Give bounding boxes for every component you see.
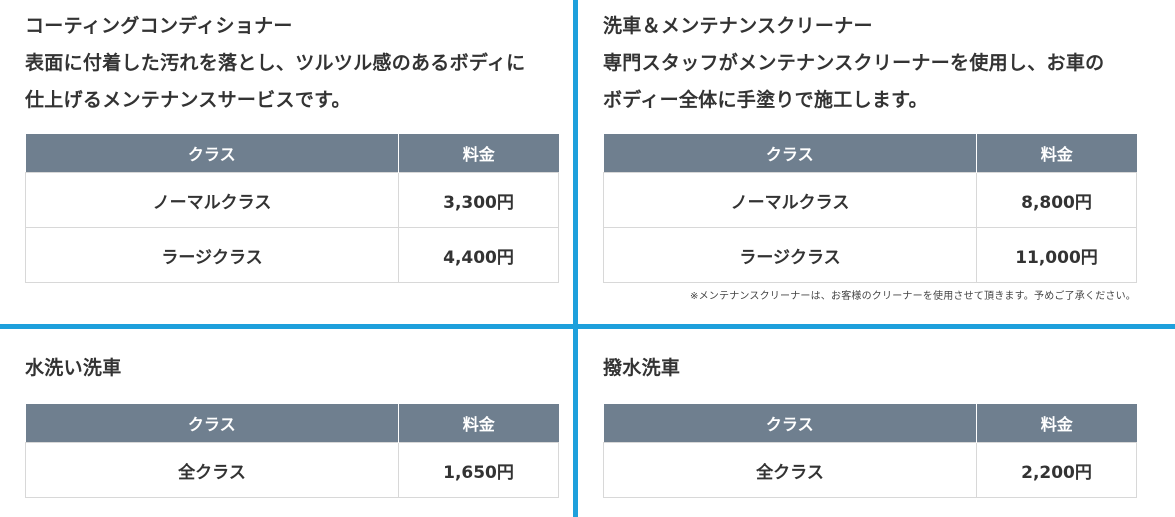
class-cell: ラージクラス bbox=[603, 227, 977, 283]
price-column-header: 料金 bbox=[398, 404, 559, 443]
price-table: クラス 料金 全クラス 2,200円 bbox=[603, 404, 1137, 498]
cleaner-note: ※メンテナンスクリーナーは、お客様のクリーナーを使用させて頂きます。予めご了承く… bbox=[690, 291, 1136, 302]
price-table: クラス 料金 ノーマルクラス 8,800円 ラージクラス 11,000円 bbox=[603, 134, 1137, 283]
price-cell: 8,800円 bbox=[976, 172, 1137, 228]
table-header-row: クラス 料金 bbox=[25, 134, 559, 173]
class-cell: ラージクラス bbox=[25, 227, 399, 283]
class-column-header: クラス bbox=[25, 134, 399, 173]
price-cell: 4,400円 bbox=[398, 227, 559, 283]
section-title: 撥水洗車 bbox=[603, 329, 1136, 387]
price-cell: 1,650円 bbox=[398, 442, 559, 498]
section-title: 水洗い洗車 bbox=[25, 329, 558, 387]
table-header-row: クラス 料金 bbox=[603, 404, 1137, 443]
section-description-line: 表面に付着した汚れを落とし、ツルツル感のあるボディに bbox=[25, 52, 526, 74]
price-cell: 3,300円 bbox=[398, 172, 559, 228]
section-title: コーティングコンディショナー 表面に付着した汚れを落とし、ツルツル感のあるボディ… bbox=[25, 0, 558, 119]
class-cell: ノーマルクラス bbox=[25, 172, 399, 228]
table-header-row: クラス 料金 bbox=[603, 134, 1137, 173]
water-repellent-wash-section: 撥水洗車 クラス 料金 全クラス 2,200円 bbox=[603, 329, 1137, 498]
price-cell: 2,200円 bbox=[976, 442, 1137, 498]
water-wash-section: 水洗い洗車 クラス 料金 全クラス 1,650円 bbox=[25, 329, 559, 498]
class-column-header: クラス bbox=[603, 404, 977, 443]
class-cell: 全クラス bbox=[25, 442, 399, 498]
price-column-header: 料金 bbox=[976, 404, 1137, 443]
price-table: クラス 料金 ノーマルクラス 3,300円 ラージクラス 4,400円 bbox=[25, 134, 559, 283]
section-description-line: 専門スタッフがメンテナンスクリーナーを使用し、お車の bbox=[603, 52, 1105, 74]
table-header-row: クラス 料金 bbox=[25, 404, 559, 443]
wash-maintenance-cleaner-section: 洗車＆メンテナンスクリーナー 専門スタッフがメンテナンスクリーナーを使用し、お車… bbox=[603, 0, 1137, 302]
table-row: ラージクラス 4,400円 bbox=[25, 227, 559, 283]
vertical-divider bbox=[573, 0, 578, 517]
table-row: ノーマルクラス 3,300円 bbox=[25, 172, 559, 228]
class-column-header: クラス bbox=[603, 134, 977, 173]
section-description-line: ボディー全体に手塗りで施工します。 bbox=[603, 89, 928, 111]
section-description-line: 仕上げるメンテナンスサービスです。 bbox=[25, 89, 351, 111]
class-column-header: クラス bbox=[25, 404, 399, 443]
coating-conditioner-section: コーティングコンディショナー 表面に付着した汚れを落とし、ツルツル感のあるボディ… bbox=[25, 0, 559, 283]
class-cell: ノーマルクラス bbox=[603, 172, 977, 228]
section-title-line: 洗車＆メンテナンスクリーナー bbox=[603, 15, 873, 37]
table-row: ラージクラス 11,000円 bbox=[603, 227, 1137, 283]
section-title: 洗車＆メンテナンスクリーナー 専門スタッフがメンテナンスクリーナーを使用し、お車… bbox=[603, 0, 1136, 119]
price-cell: 11,000円 bbox=[976, 227, 1137, 283]
section-title-line: コーティングコンディショナー bbox=[25, 15, 293, 37]
class-cell: 全クラス bbox=[603, 442, 977, 498]
table-row: 全クラス 2,200円 bbox=[603, 442, 1137, 498]
section-title-line: 水洗い洗車 bbox=[25, 357, 122, 379]
price-column-header: 料金 bbox=[976, 134, 1137, 173]
table-row: ノーマルクラス 8,800円 bbox=[603, 172, 1137, 228]
section-title-line: 撥水洗車 bbox=[603, 357, 681, 379]
horizontal-divider bbox=[0, 324, 1175, 329]
price-table: クラス 料金 全クラス 1,650円 bbox=[25, 404, 559, 498]
price-column-header: 料金 bbox=[398, 134, 559, 173]
table-row: 全クラス 1,650円 bbox=[25, 442, 559, 498]
